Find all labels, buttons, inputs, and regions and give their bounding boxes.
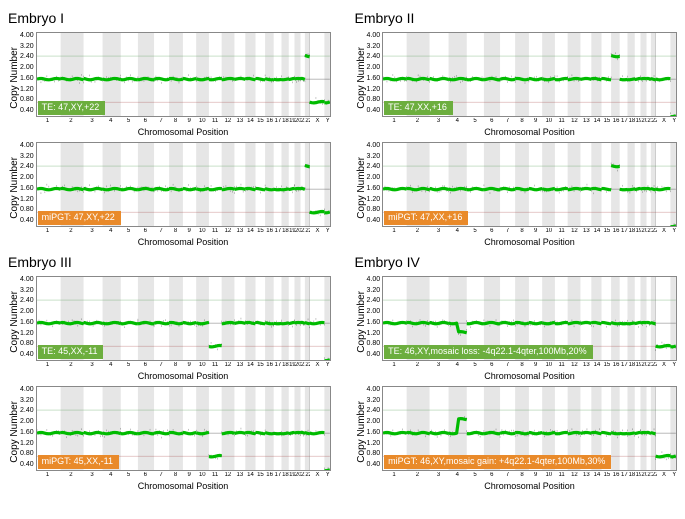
mipgt-badge: miPGT: 45,XX,-11 <box>38 455 119 469</box>
cnv-plot: miPGT: 45,XX,-11 <box>36 386 331 471</box>
x-ticks: 12345678910111213141516171819202122XY <box>382 361 677 371</box>
cnv-plot: TE: 47,XY,+22 <box>36 32 331 117</box>
y-axis-label: Copy Number <box>355 157 367 219</box>
x-ticks: 12345678910111213141516171819202122XY <box>36 117 331 127</box>
te-badge: TE: 47,XX,+16 <box>384 101 453 115</box>
y-axis-label: Copy Number <box>8 157 20 219</box>
y-axis-label: Copy Number <box>355 47 367 109</box>
embryo-title: Embryo II <box>355 10 678 26</box>
x-ticks: 12345678910111213141516171819202122XY <box>382 471 677 481</box>
x-ticks: 12345678910111213141516171819202122XY <box>382 227 677 237</box>
y-axis-label: Copy Number <box>355 401 367 463</box>
y-axis-label: Copy Number <box>8 401 20 463</box>
x-ticks: 12345678910111213141516171819202122XY <box>36 471 331 481</box>
te-badge: TE: 47,XY,+22 <box>38 101 106 115</box>
x-axis-label: Chromosomal Position <box>36 237 331 248</box>
y-axis-label: Copy Number <box>8 291 20 353</box>
cnv-plot: miPGT: 46,XY,mosaic gain: +4q22.1-4qter,… <box>382 386 677 471</box>
x-axis-label: Chromosomal Position <box>382 371 677 382</box>
mipgt-badge: miPGT: 47,XY,+22 <box>38 211 121 225</box>
te-badge: TE: 46,XY,mosaic loss: -4q22.1-4qter,100… <box>384 345 592 359</box>
x-ticks: 12345678910111213141516171819202122XY <box>382 117 677 127</box>
cnv-plot: miPGT: 47,XX,+16 <box>382 142 677 227</box>
x-axis-label: Chromosomal Position <box>36 371 331 382</box>
x-axis-label: Chromosomal Position <box>36 127 331 138</box>
x-ticks: 12345678910111213141516171819202122XY <box>36 361 331 371</box>
x-axis-label: Chromosomal Position <box>382 481 677 492</box>
embryo-title: Embryo IV <box>355 254 678 270</box>
y-ticks: 4.003.202.402.001.601.200.800.40 <box>20 276 36 358</box>
x-axis-label: Chromosomal Position <box>36 481 331 492</box>
y-axis-label: Copy Number <box>355 291 367 353</box>
cnv-plot: TE: 46,XY,mosaic loss: -4q22.1-4qter,100… <box>382 276 677 361</box>
y-ticks: 4.003.202.402.001.601.200.800.40 <box>367 32 383 114</box>
embryo-title: Embryo III <box>8 254 331 270</box>
x-axis-label: Chromosomal Position <box>382 237 677 248</box>
cnv-plot: miPGT: 47,XY,+22 <box>36 142 331 227</box>
x-axis-label: Chromosomal Position <box>382 127 677 138</box>
x-ticks: 12345678910111213141516171819202122XY <box>36 227 331 237</box>
embryo-title: Embryo I <box>8 10 331 26</box>
te-badge: TE: 45,XX,-11 <box>38 345 104 359</box>
y-ticks: 4.003.202.402.001.601.200.800.40 <box>367 386 383 468</box>
mipgt-badge: miPGT: 46,XY,mosaic gain: +4q22.1-4qter,… <box>384 455 611 469</box>
mipgt-badge: miPGT: 47,XX,+16 <box>384 211 468 225</box>
y-ticks: 4.003.202.402.001.601.200.800.40 <box>20 142 36 224</box>
y-axis-label: Copy Number <box>8 47 20 109</box>
cnv-plot: TE: 47,XX,+16 <box>382 32 677 117</box>
y-ticks: 4.003.202.402.001.601.200.800.40 <box>367 142 383 224</box>
cnv-plot: TE: 45,XX,-11 <box>36 276 331 361</box>
y-ticks: 4.003.202.402.001.601.200.800.40 <box>20 386 36 468</box>
y-ticks: 4.003.202.402.001.601.200.800.40 <box>20 32 36 114</box>
y-ticks: 4.003.202.402.001.601.200.800.40 <box>367 276 383 358</box>
